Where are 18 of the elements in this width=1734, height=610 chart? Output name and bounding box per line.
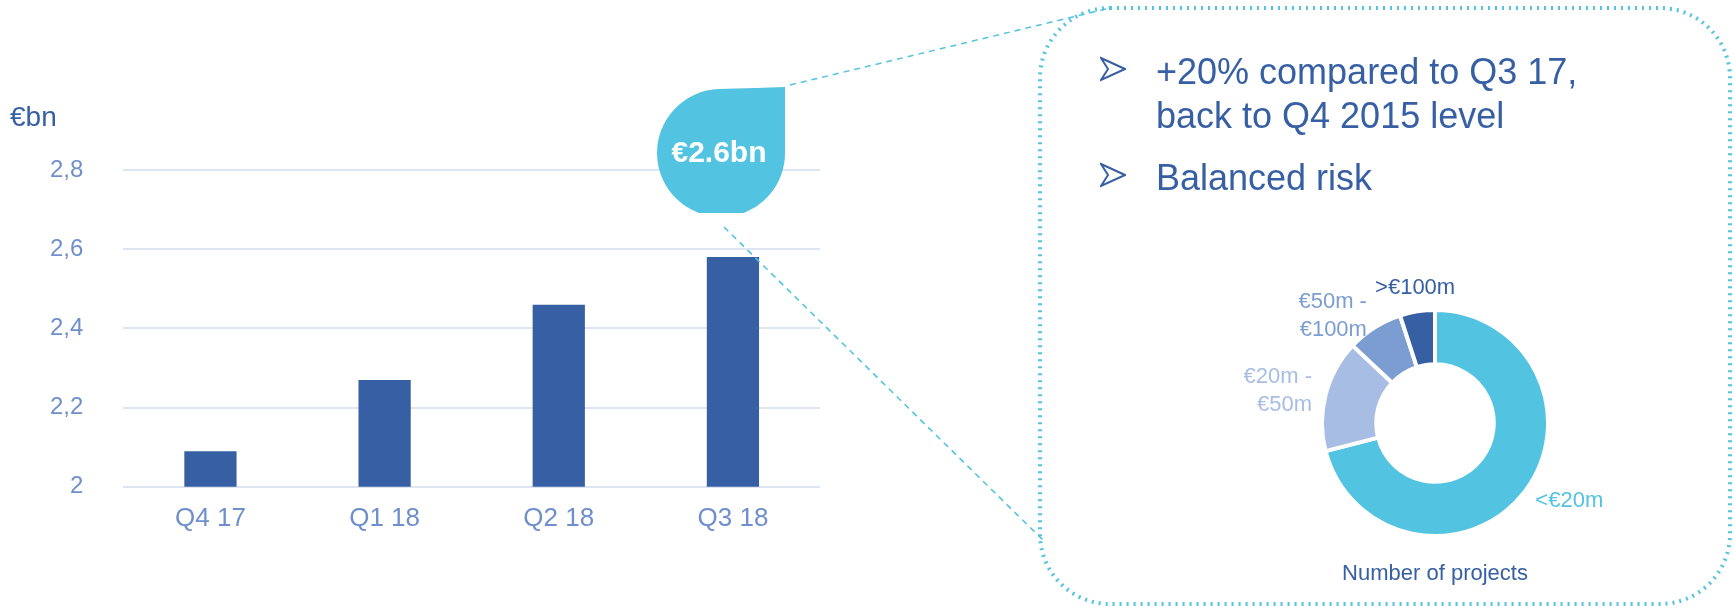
text: €2.6bn	[670, 135, 768, 169]
y-tick-label: 2,6	[49, 233, 84, 261]
y-tick-label: 2,4	[49, 313, 84, 341]
slice-label: <€20m	[1535, 486, 1604, 512]
y-tick-label: 2,2	[49, 392, 84, 420]
y-tick-label: 2	[70, 471, 84, 499]
x-tick-label: Q3 18	[697, 501, 769, 532]
slice-label: €20m - €50m	[1243, 363, 1312, 417]
slice-label: >€100m	[1375, 273, 1456, 299]
y-axis-title: €bn	[10, 100, 57, 132]
text: Number of projects	[1342, 560, 1528, 586]
text: +20% compared to Q3 17, back to Q4 2015 level	[1156, 50, 1579, 138]
x-tick-label: Q4 17	[175, 501, 246, 532]
slice-label: €50m - €100m	[1298, 287, 1367, 341]
y-tick-label: 2,8	[49, 154, 84, 182]
x-tick-label: Q1 18	[349, 501, 421, 532]
x-tick-label: Q2 18	[523, 501, 595, 532]
text: Balanced risk	[1156, 156, 1373, 200]
